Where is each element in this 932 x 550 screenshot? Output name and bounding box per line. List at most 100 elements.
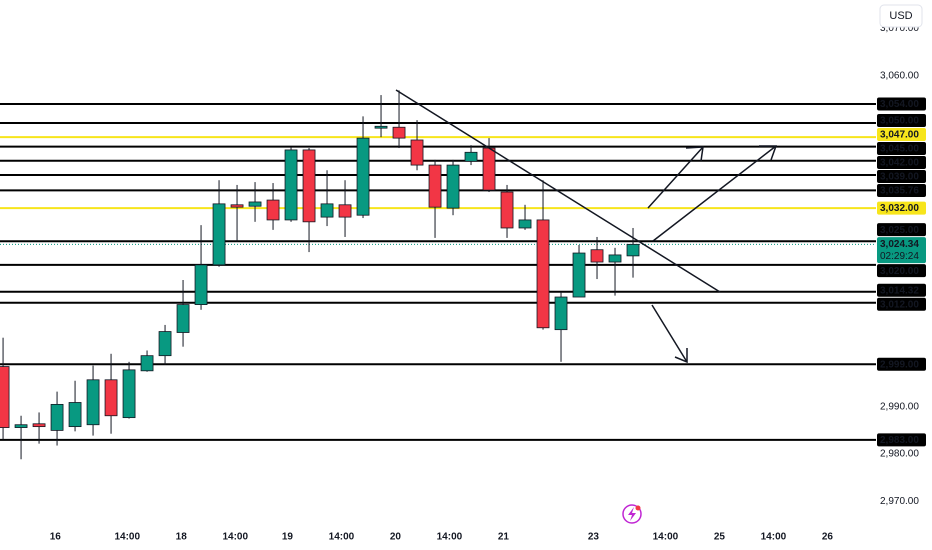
candle-body (32, 423, 46, 428)
level-badge: 3,047.00 (877, 127, 926, 141)
badge-label: 3,025.00 (880, 225, 919, 236)
badge-label: 2,983.00 (880, 435, 919, 446)
candle-body (500, 191, 514, 229)
level-badge: 3,050.00 (877, 113, 926, 127)
badge-bg (877, 357, 926, 371)
candle-body (608, 254, 622, 263)
candle-body (410, 139, 424, 166)
level-badge: 3,035.76 (877, 183, 926, 197)
candle-body (68, 402, 82, 428)
x-tick-label: 18 (176, 532, 188, 543)
x-tick-label: 19 (282, 532, 294, 543)
badge-bg (877, 169, 926, 183)
candle-body (356, 137, 370, 216)
trend-line (395, 89, 721, 293)
badge-label: 3,039.00 (880, 172, 919, 183)
candle-body (590, 249, 604, 263)
badge-label: 3,042.00 (880, 158, 919, 169)
candle-body (14, 424, 28, 428)
x-tick-label: 21 (498, 532, 510, 543)
candle-body (338, 204, 352, 218)
x-tick-label: 26 (822, 532, 834, 543)
candle-body (518, 219, 532, 229)
badge-label: 3,012.00 (880, 299, 919, 310)
level-badge: 3,039.00 (877, 169, 926, 183)
x-tick-label: 16 (50, 532, 62, 543)
x-tick-label: 14:00 (114, 532, 140, 543)
drawings (395, 89, 778, 364)
candle-body (176, 304, 190, 333)
arrow-down (651, 304, 688, 364)
level-badge: 2,999.00 (877, 357, 926, 371)
badge-label: 3,047.00 (880, 130, 919, 141)
badge-bg (877, 127, 926, 141)
badge-label: 3,035.76 (880, 186, 919, 197)
candle-body (158, 331, 172, 357)
badge-bg (877, 113, 926, 127)
currency-label: USD (889, 10, 912, 22)
badge-label: 3,014.32 (880, 285, 919, 296)
candle-body (86, 379, 100, 426)
badge-label: 2,999.00 (880, 359, 919, 370)
badge-bg (877, 297, 926, 311)
x-tick-label: 25 (714, 532, 726, 543)
x-tick-label: 14:00 (653, 532, 679, 543)
badge-bg (877, 141, 926, 155)
candle-body (104, 379, 118, 417)
x-tick-label: 14:00 (761, 532, 787, 543)
y-tick-label: 3,070.00 (880, 23, 919, 34)
badge-bg (877, 183, 926, 197)
level-badge: 3,012.00 (877, 297, 926, 311)
badge-label: 3,045.00 (880, 144, 919, 155)
candle-body (374, 125, 388, 129)
candle-body (248, 201, 262, 207)
candle-body (626, 243, 640, 257)
candle-body (50, 403, 64, 431)
level-badge: 2,983.00 (877, 433, 926, 447)
level-badge: 3,045.00 (877, 141, 926, 155)
candle-body (392, 126, 406, 139)
badge-label: 3,050.00 (880, 116, 919, 127)
badge-label: 3,020.00 (880, 266, 919, 277)
x-tick-label: 14:00 (329, 532, 355, 543)
x-tick-label: 14:00 (222, 532, 248, 543)
x-tick-label: 23 (588, 532, 600, 543)
badge-label: 3,054.00 (880, 99, 919, 110)
badge-bg (877, 155, 926, 169)
badge-bg (877, 264, 926, 278)
candle-body (536, 219, 550, 329)
badge-label: 3,032.00 (880, 203, 919, 214)
level-badge: 3,014.32 (877, 283, 926, 297)
candle-body (554, 296, 568, 331)
candle-body (482, 147, 496, 191)
badge-bg (877, 223, 926, 237)
badge-bg (877, 283, 926, 297)
candle-body (284, 149, 298, 221)
level-badge: 3,042.00 (877, 155, 926, 169)
level-badge: 3,032.00 (877, 201, 926, 215)
replay-icon[interactable] (622, 504, 642, 524)
level-badge: 3,020.00 (877, 264, 926, 278)
y-tick-label: 2,970.00 (880, 496, 919, 507)
candle-body (0, 366, 10, 428)
arrow-up-2 (652, 145, 778, 242)
candle-body (572, 252, 586, 298)
badge-bg (877, 433, 926, 447)
candle-body (464, 151, 478, 162)
x-tick-label: 14:00 (437, 532, 463, 543)
level-badge: 3,054.00 (877, 97, 926, 111)
badge-bg (877, 97, 926, 111)
candle-body (122, 369, 136, 419)
candle-body (212, 203, 226, 266)
candle-body (230, 204, 244, 208)
currency-button[interactable]: USD (879, 4, 923, 28)
badge-label: 3,024.34 (880, 239, 919, 250)
candle-body (446, 164, 460, 209)
candle-body (140, 355, 154, 372)
x-tick-label: 20 (390, 532, 402, 543)
level-badge: 3,025.00 (877, 223, 926, 237)
candle-body (320, 203, 334, 218)
y-tick-label: 2,990.00 (880, 401, 919, 412)
